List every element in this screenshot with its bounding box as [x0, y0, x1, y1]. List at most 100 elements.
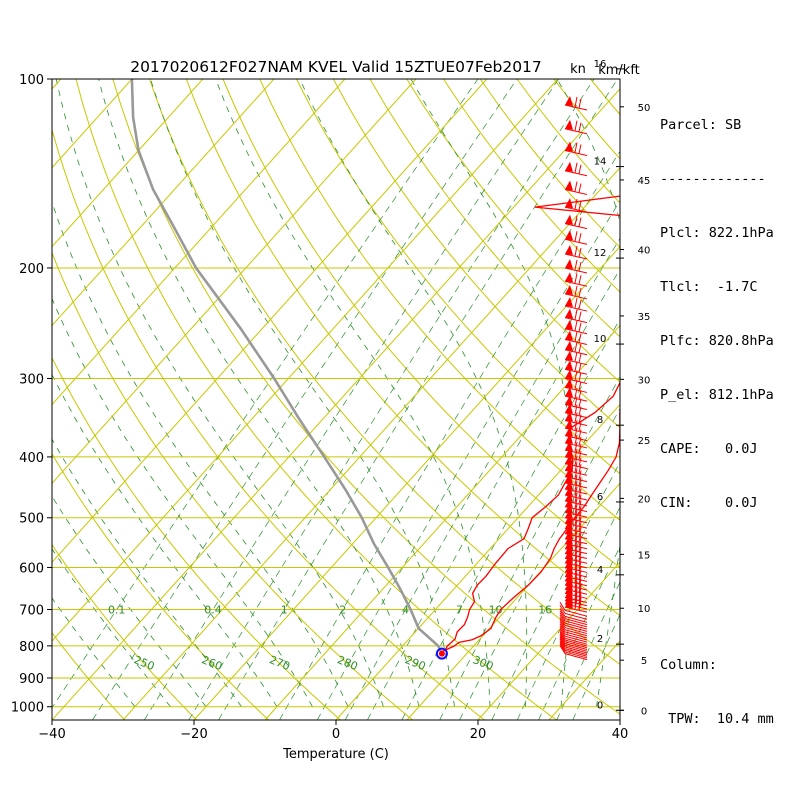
mixing-ratio-line	[556, 581, 620, 720]
moist-adiabat	[52, 495, 207, 707]
mixing-ratio-line	[439, 375, 620, 720]
wind-barb	[564, 433, 588, 449]
wind-barb	[559, 610, 588, 626]
wind-barb	[564, 244, 588, 260]
wind-barb	[564, 284, 588, 300]
mixing-ratio-line	[344, 237, 620, 720]
wind-barb	[564, 503, 588, 518]
kft-tick-label: 40	[638, 246, 651, 257]
chart-title: 2017020612F027NAM KVEL Valid 15ZTUE07Feb…	[130, 58, 542, 76]
wind-barb	[559, 641, 588, 657]
kft-tick-label: 20	[638, 494, 651, 505]
wind-barb	[564, 419, 588, 434]
wind-barb	[559, 601, 588, 617]
isotherm	[52, 79, 204, 248]
dry-adiabat-label: 270	[268, 653, 292, 673]
dry-adiabat	[52, 452, 270, 720]
kft-tick-label: 30	[638, 375, 651, 386]
dry-adiabat	[52, 631, 126, 720]
wind-barb	[564, 461, 588, 476]
km-tick-label: 10	[594, 334, 607, 345]
surface-parcel-dot	[438, 650, 445, 657]
x-tick-label: 20	[470, 727, 487, 742]
wind-barb	[564, 480, 588, 495]
wind-barb	[564, 497, 588, 513]
wind-barb	[559, 638, 588, 654]
wind-barb	[564, 198, 588, 213]
mixing-ratio-label: 2	[339, 603, 346, 616]
wind-barb	[564, 180, 588, 196]
pel-value: P_el: 812.1hPa	[660, 387, 774, 403]
wind-barb	[564, 214, 588, 230]
kft-tick-label: 5	[641, 656, 647, 667]
wind-barb	[559, 614, 588, 630]
wind-barb	[559, 645, 588, 661]
moist-adiabat	[52, 438, 242, 707]
tlcl-value: Tlcl: -1.7C	[660, 279, 758, 295]
mixing-ratio-label: 4	[402, 603, 409, 616]
wind-barb	[559, 605, 588, 620]
moist-adiabat	[215, 79, 491, 707]
y-tick-label: 1000	[11, 701, 44, 716]
x-tick-label: −40	[38, 727, 65, 742]
wind-barb	[564, 467, 588, 483]
mixing-ratio-label: 16	[538, 603, 552, 616]
info-divider: -------------	[660, 171, 766, 187]
parcel-info-panel: Parcel: SB ------------- Plcl: 822.1hPa …	[660, 80, 774, 746]
isotherm	[52, 79, 346, 406]
km-tick-label: 6	[597, 492, 603, 503]
profile-line-1	[440, 408, 620, 654]
x-tick-label: 0	[332, 727, 340, 742]
mixing-ratio-label: 1	[281, 603, 288, 616]
wind-barb	[559, 631, 588, 647]
mixing-ratio-line	[92, 79, 518, 720]
dry-adiabat	[296, 79, 620, 475]
moist-adiabat	[55, 79, 384, 707]
cin-value: CIN: 0.0J	[660, 495, 758, 511]
isotherm	[52, 88, 620, 720]
kft-tick-label: 50	[638, 103, 651, 114]
dry-adiabat-label: 260	[200, 653, 224, 673]
y-tick-label: 800	[19, 640, 44, 655]
km-tick-label: 0	[597, 700, 603, 711]
x-tick-label: −20	[180, 727, 207, 742]
isotherm	[52, 79, 488, 563]
y-tick-label: 500	[19, 512, 44, 527]
wind-barb	[564, 473, 588, 489]
km-tick-label: 2	[597, 634, 603, 645]
wind-barb	[564, 230, 588, 245]
y-tick-label: 600	[19, 561, 44, 576]
wind-barb	[559, 617, 588, 632]
wind-barb	[564, 403, 588, 419]
wind-barb	[559, 608, 588, 623]
y-tick-label: 400	[19, 451, 44, 466]
kft-tick-label: 15	[638, 550, 651, 561]
wind-barb	[564, 447, 588, 463]
kft-tick-label: 0	[641, 706, 647, 717]
wind-barb	[564, 141, 588, 157]
mixing-ratio-label: 7	[456, 603, 463, 616]
wind-barb	[564, 308, 588, 324]
wind-barb	[564, 297, 588, 312]
wind-barb	[564, 491, 588, 507]
wind-barb	[564, 330, 588, 345]
dry-adiabat	[75, 79, 558, 720]
moist-adiabat	[98, 79, 420, 707]
wind-barb	[564, 340, 588, 356]
kft-tick-label: 45	[638, 176, 651, 187]
dry-adiabat-label: 250	[132, 653, 156, 673]
wind-barb	[559, 612, 588, 628]
wind-barb	[559, 643, 588, 659]
isotherm	[52, 79, 417, 485]
y-tick-label: 300	[19, 372, 44, 387]
dry-adiabat	[259, 79, 620, 521]
km-tick-label: 16	[594, 59, 607, 70]
mixing-ratio-line	[52, 79, 479, 709]
isotherm	[406, 482, 620, 720]
kft-tick-label: 10	[638, 604, 651, 615]
plcl-value: Plcl: 822.1hPa	[660, 225, 774, 241]
wind-barb	[564, 350, 588, 366]
mixing-ratio-line	[144, 79, 559, 720]
height-units-label: km/kft	[598, 63, 640, 78]
